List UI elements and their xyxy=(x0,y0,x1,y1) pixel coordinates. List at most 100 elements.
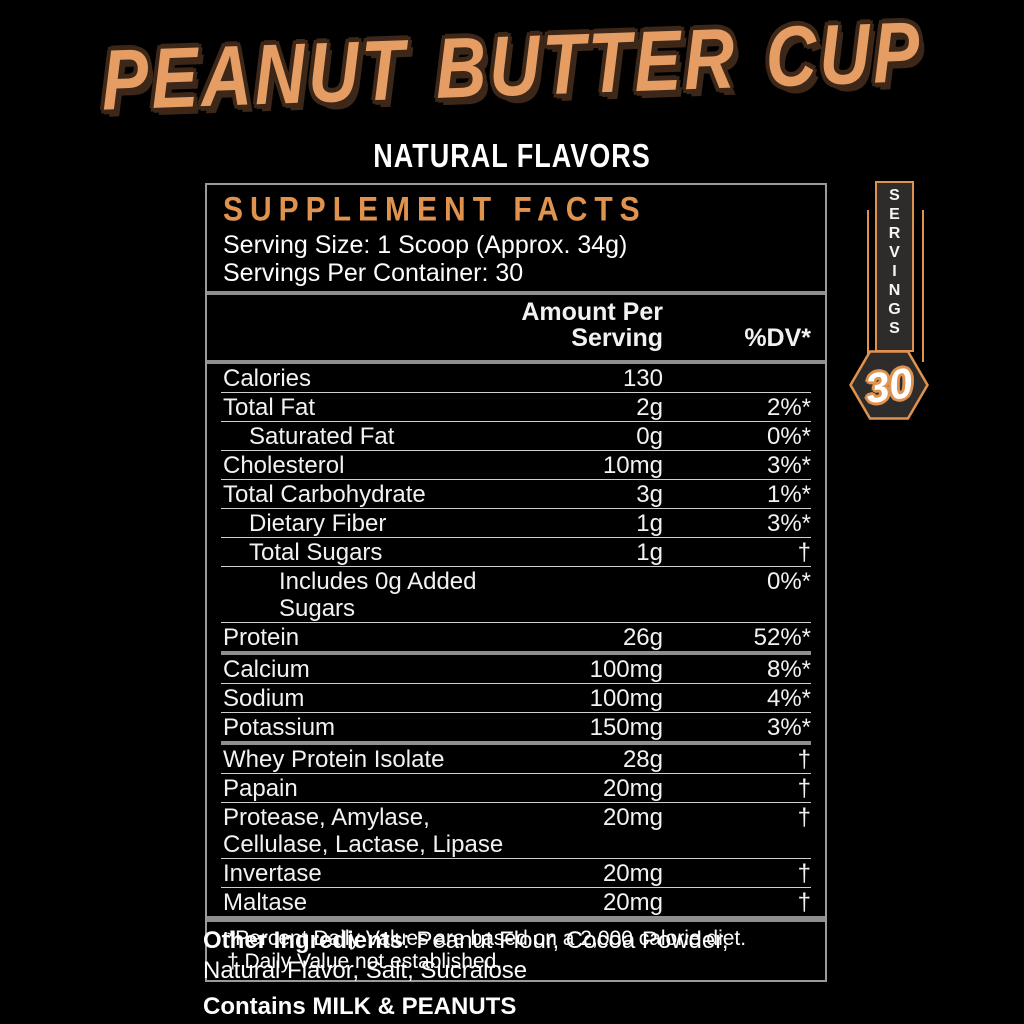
serving-size-text: Serving Size: 1 Scoop (Approx. 34g) xyxy=(223,231,628,259)
table-row: Cholesterol 10mg 3%* xyxy=(221,450,811,479)
nutrient-amount: 100mg xyxy=(589,656,663,683)
badge-left-accent-line xyxy=(867,210,869,362)
nutrient-name: Sodium xyxy=(223,685,305,712)
nutrient-amount: 20mg xyxy=(602,889,663,916)
table-column-header: Amount Per Serving %DV* xyxy=(221,295,811,356)
nutrient-name: Protein xyxy=(223,624,300,651)
amount-header-line1: Amount Per xyxy=(521,298,663,326)
badge-right-accent-line xyxy=(922,210,924,362)
nutrient-dv: † xyxy=(797,746,811,773)
footnote-dagger: † Daily Value not established. xyxy=(227,950,503,973)
header-divider xyxy=(207,291,825,295)
nutrient-name: Maltase xyxy=(223,889,308,916)
nutrient-name: Calcium xyxy=(223,656,310,683)
nutrient-name: Calories xyxy=(223,365,312,392)
nutrient-name: Protease, Amylase, Cellulase, Lactase, L… xyxy=(223,804,504,858)
servings-per-container-text: Servings Per Container: 30 xyxy=(223,259,524,287)
table-row: Protein 26g 52%* xyxy=(221,622,811,651)
table-row: Calcium 100mg 8%* xyxy=(221,651,811,683)
other-ingredients: Other Ingredients: Peanut Flour, Cocoa P… xyxy=(203,926,803,986)
allergen-statement: Contains MILK & PEANUTS xyxy=(203,993,517,1020)
servings-ribbon-letter: N xyxy=(888,282,901,299)
table-row: Potassium 150mg 3%* xyxy=(221,712,811,741)
nutrient-dv: † xyxy=(797,804,811,831)
table-row: Dietary Fiber 1g 3%* xyxy=(221,508,811,537)
nutrient-name: Total Carbohydrate xyxy=(223,481,426,508)
table-row: Total Sugars 1g † xyxy=(221,537,811,566)
column-header-amount: Amount Per Serving xyxy=(493,299,663,351)
nutrient-amount: 1g xyxy=(636,539,663,566)
nutrient-name: Potassium xyxy=(223,714,336,741)
nutrient-name: Cholesterol xyxy=(223,452,345,479)
nutrient-name: Total Sugars xyxy=(249,539,383,566)
nutrient-name: Invertase xyxy=(223,860,322,887)
nutrient-dv: 3%* xyxy=(766,714,811,741)
nutrient-dv: 0%* xyxy=(766,423,811,450)
other-ingredients-label: Other Ingredients xyxy=(203,927,404,954)
nutrient-name: Papain xyxy=(223,775,298,802)
table-row: Protease, Amylase, Cellulase, Lactase, L… xyxy=(221,802,811,858)
nutrient-amount: 3g xyxy=(636,481,663,508)
nutrient-dv: 8%* xyxy=(766,656,811,683)
nutrient-dv: 0%* xyxy=(766,568,811,595)
nutrient-dv: † xyxy=(797,775,811,802)
nutrient-name: Dietary Fiber xyxy=(249,510,387,537)
servings-ribbon-letter: E xyxy=(889,206,900,223)
nutrient-dv: † xyxy=(797,889,811,916)
nutrient-dv: † xyxy=(797,860,811,887)
table-row: Saturated Fat 0g 0%* xyxy=(221,421,811,450)
nutrient-amount: 10mg xyxy=(602,452,663,479)
nutrient-amount: 28g xyxy=(622,746,663,773)
table-row: Papain 20mg † xyxy=(221,773,811,802)
supplement-facts-panel: SUPPLEMENT FACTS Serving Size: 1 Scoop (… xyxy=(205,183,827,982)
nutrient-amount: 20mg xyxy=(602,860,663,887)
servings-ribbon-letter: I xyxy=(892,263,897,280)
nutrient-amount: 100mg xyxy=(589,685,663,712)
footnote-dv: *Percent Daily Values are based on a 2,0… xyxy=(227,927,747,950)
servings-ribbon-letter: R xyxy=(888,225,901,242)
product-flavor-title: PEANUT BUTTER CUP xyxy=(99,4,925,128)
nutrient-amount: 0g xyxy=(636,423,663,450)
nutrient-dv: 1%* xyxy=(766,481,811,508)
hexagon-icon xyxy=(849,350,929,420)
nutrient-dv: † xyxy=(797,539,811,566)
servings-ribbon-letter: S xyxy=(889,320,900,337)
table-row: Total Carbohydrate 3g 1%* xyxy=(221,479,811,508)
nutrient-dv: 3%* xyxy=(766,452,811,479)
amount-header-line2: Serving xyxy=(571,324,663,352)
nutrient-amount: 1g xyxy=(636,510,663,537)
nutrient-name: Includes 0g Added Sugars xyxy=(279,568,477,622)
table-row: Includes 0g Added Sugars 0%* xyxy=(221,566,811,622)
nutrient-amount: 2g xyxy=(636,394,663,421)
column-header-dv: %DV* xyxy=(744,324,811,352)
nutrient-amount: 26g xyxy=(622,624,663,651)
table-row: Invertase 20mg † xyxy=(221,858,811,887)
table-row: Maltase 20mg † xyxy=(221,887,811,916)
table-row: Total Fat 2g 2%* xyxy=(221,392,811,421)
table-row: Sodium 100mg 4%* xyxy=(221,683,811,712)
nutrient-dv: 2%* xyxy=(766,394,811,421)
servings-ribbon-letter: G xyxy=(888,301,901,318)
nutrient-name: Saturated Fat xyxy=(249,423,395,450)
servings-ribbon-letter: S xyxy=(889,187,900,204)
nutrient-dv: 4%* xyxy=(766,685,811,712)
other-ingredients-list: : Peanut Flour, Cocoa Powder, Natural Fl… xyxy=(203,927,729,984)
footnote-divider xyxy=(207,916,825,922)
nutrient-name: Whey Protein Isolate xyxy=(223,746,445,773)
nutrient-table-body: Calories 130 Total Fat 2g 2%* Saturated Fat 0g… xyxy=(221,364,811,916)
nutrient-amount: 150mg xyxy=(589,714,663,741)
footnotes: *Percent Daily Values are based on a 2,0… xyxy=(221,922,811,980)
table-row: Calories 130 xyxy=(221,364,811,392)
nutrient-amount: 20mg xyxy=(602,804,663,831)
nutrient-dv: 52%* xyxy=(753,624,811,651)
nutrient-dv: 3%* xyxy=(766,510,811,537)
nutrient-name: Total Fat xyxy=(223,394,316,421)
supplement-facts-title: SUPPLEMENT FACTS xyxy=(223,190,647,229)
servings-ribbon-letter: V xyxy=(889,244,900,261)
column-header-divider xyxy=(207,360,825,364)
table-row: Whey Protein Isolate 28g † xyxy=(221,741,811,773)
nutrient-amount: 130 xyxy=(622,365,663,392)
